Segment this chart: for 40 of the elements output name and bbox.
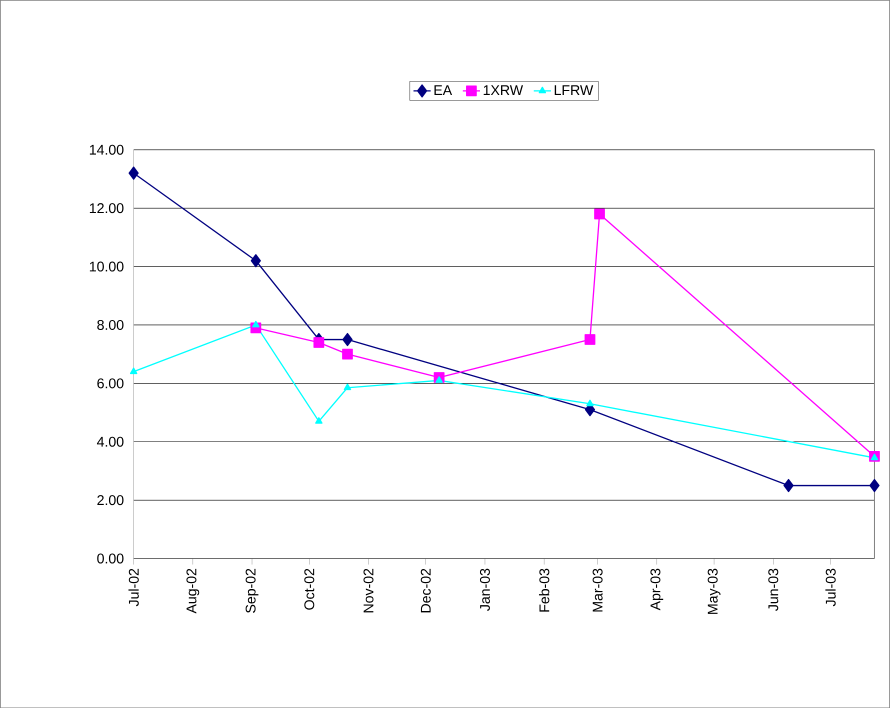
point (869, 478, 880, 492)
point (342, 348, 353, 360)
x-tick-label: Apr-03 (650, 568, 664, 610)
y-tick-label: 12.00 (90, 203, 124, 213)
point (250, 254, 261, 268)
point (435, 376, 443, 383)
point (594, 208, 605, 220)
x-tick-label: Dec-02 (420, 568, 431, 612)
point (586, 399, 594, 406)
point (313, 336, 324, 348)
legend-label: LFRW (554, 85, 594, 95)
x-tick-label: Jul-02 (128, 568, 139, 606)
x-tick-label: Jul-03 (825, 568, 836, 606)
x-tick-label: Feb-03 (538, 568, 550, 612)
point (342, 332, 353, 346)
x-tick-label: May-03 (708, 568, 720, 614)
point (130, 367, 138, 374)
x-tick-label: Oct-02 (304, 568, 314, 610)
y-tick-label: 2.00 (97, 494, 124, 505)
x-tick-label: Sep-02 (246, 568, 258, 613)
point (870, 453, 878, 460)
x-tick-label: Nov-02 (363, 568, 374, 612)
legend-label: EA (434, 85, 452, 95)
y-tick-label: 8.00 (97, 320, 124, 330)
y-tick-label: 4.00 (96, 436, 124, 447)
point (783, 478, 794, 492)
point (252, 320, 260, 328)
point (584, 334, 596, 345)
x-tick-label: Aug-02 (186, 568, 200, 614)
x-tick-label: Jun-03 (768, 568, 778, 611)
x-tick-label: Mar-03 (592, 568, 603, 612)
y-tick-label: 10.00 (90, 261, 124, 272)
point (128, 166, 139, 180)
point (315, 416, 323, 424)
y-tick-label: 14.00 (90, 144, 124, 155)
legend-label: 1XRW (484, 85, 524, 95)
y-tick-label: 0.00 (97, 553, 124, 564)
y-tick-label: 6.00 (97, 378, 124, 388)
x-tick-label: Jan-03 (480, 568, 490, 611)
point (344, 383, 352, 390)
